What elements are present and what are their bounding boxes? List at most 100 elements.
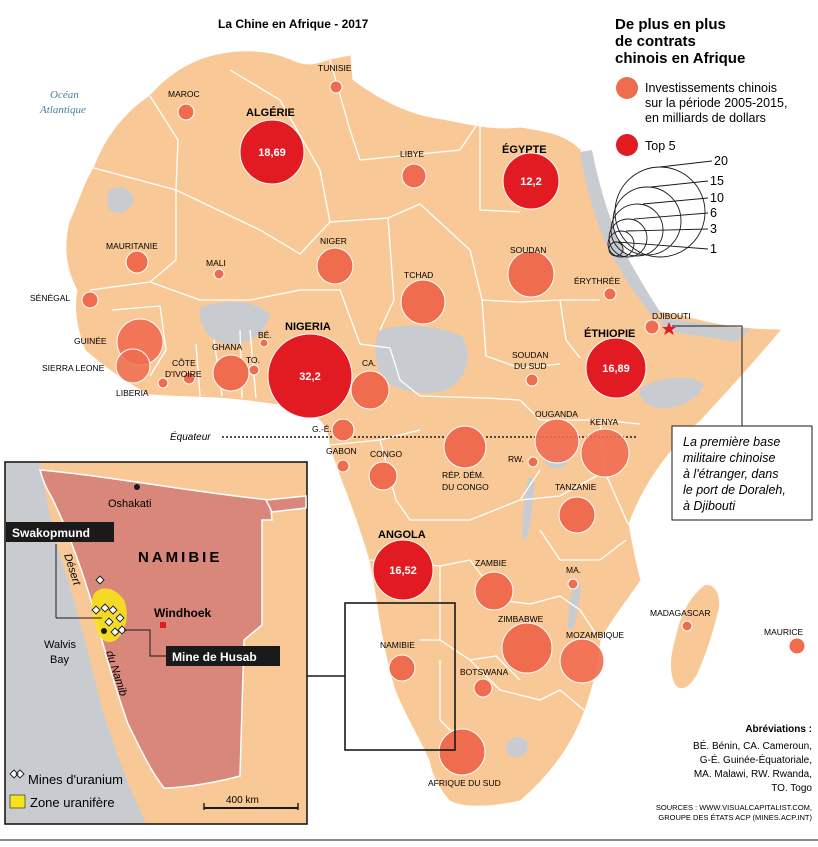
bubble-erythree [603,287,617,301]
ocean-label-line2: Atlantique [39,104,86,116]
annotation-box [671,425,813,521]
label-tunisie: TUNISIE [318,63,352,73]
bubble-sierra-leone [115,348,151,384]
label-erythree: ÉRYTHRÉE [574,276,620,286]
label-ethiopie: ÉTHIOPIE [584,327,635,340]
inset-caprivi [264,495,307,513]
mine-diamond-icon [108,605,118,615]
annotation-leader-line [672,325,743,426]
sources-line-2: GROUPE DES ÉTATS ACP (MINES.ACP.INT) [658,813,812,822]
investment-bubbles [81,80,806,776]
red-sea [580,150,660,316]
bubble-zambie [474,571,514,611]
value-angola: 16,52 [389,565,417,577]
label-divoire: D'IVOIRE [165,369,202,379]
legend-scale-3: 3 [710,222,717,236]
label-togo: TO. [246,355,260,365]
bubble-namibie [388,654,416,682]
uranium-zone [91,588,127,643]
label-rd-congo-1: RÉP. DÉM. [442,470,484,480]
oshakati-dot [134,484,140,490]
label-namibie: NAMIBIE [380,640,415,650]
label-soudan-du-sud-2: DU SUD [514,361,547,371]
bubble-mali [213,268,225,280]
label-cameroun: CA. [362,358,376,368]
walvis-bay-dot [101,628,107,634]
inset-ocean [6,463,146,823]
abbr-line-4: TO. Togo [771,783,812,794]
label-liberia: LIBERIA [116,388,149,398]
bubble-maroc [177,103,195,121]
annotation-line-1: La première base [683,435,780,449]
legend-heading-2: de contrats [615,33,696,50]
value-ethiopie: 16,89 [602,363,630,375]
mine-diamond-icon [95,575,105,585]
bubble-rd-congo [443,425,487,469]
bubble-niger [316,247,354,285]
mine-diamond-icon [91,605,101,615]
label-cote: CÔTE [172,358,196,368]
label-malawi: MA. [566,565,581,575]
husab-tag [166,646,280,666]
windhoek-label: Windhoek [154,606,212,620]
label-libye: LIBYE [400,149,424,159]
bubble-angola [372,539,434,601]
abbr-line-1: BÉ. Bénin, CA. Cameroun, [693,739,812,752]
lake-tanganyika [522,477,535,540]
label-afrique-du-sud: AFRIQUE DU SUD [428,778,501,788]
legend-mine-icon [9,769,25,779]
lake-chad-region [375,325,468,393]
legend-top5-label: Top 5 [645,139,676,153]
label-benin: BÉ. [258,330,272,340]
bubble-egypte [502,152,560,210]
map-title: La Chine en Afrique - 2017 [218,17,369,31]
country-borders [89,59,641,741]
bubble-kenya [580,428,630,478]
legend-top5-swatch [616,134,638,156]
military-base-star-icon [662,322,676,335]
label-zambie: ZAMBIE [475,558,507,568]
label-egypte: ÉGYPTE [502,143,547,156]
legend-scale-15: 15 [710,174,724,188]
label-senegal: SÉNÉGAL [30,293,70,303]
bubble-ouganda [534,418,580,464]
bubble-togo [248,364,260,376]
lesotho-water [505,737,528,758]
label-mauritanie: MAURITANIE [106,241,158,251]
scale-label: 400 km [226,795,259,806]
sources-line-1: SOURCES : WWW.VISUALCAPITALIST.COM, [656,803,812,812]
bubble-maurice [788,637,806,655]
legend-scale-6: 6 [710,206,717,220]
sahara-water-nw [107,187,134,213]
walvis-label-1: Walvis [44,639,76,651]
bubble-tunisie [329,80,343,94]
legend-mines-label: Mines d'uranium [28,772,123,787]
annotation-line-2: militaire chinoise [683,451,775,465]
label-rd-congo-2: DU CONGO [442,482,489,492]
bubble-benin [259,338,269,348]
legend-scale-1: 1 [710,242,717,256]
bubble-congo [368,461,398,491]
country-labels: TUNISIE MAROC ALGÉRIE LIBYE ÉGYPTE MAURI… [30,63,804,788]
label-guinee-equatoriale: G.-É. [312,424,332,434]
bubble-ethiopie [585,337,647,399]
label-mali: MALI [206,258,226,268]
bubble-nigeria [267,333,353,419]
annotation-line-5: à Djibouti [683,499,736,513]
label-congo: CONGO [370,449,403,459]
legend-size-scale [607,160,713,258]
inset-namibia [39,469,273,789]
madagascar-island [670,584,720,689]
mine-diamond-icon [104,617,114,627]
uranium-mines [91,575,127,637]
label-angola: ANGOLA [378,529,426,541]
value-algerie: 18,69 [258,147,286,159]
bubble-ghana [212,354,250,392]
legend-scale-10: 10 [710,191,724,205]
bubble-senegal [81,291,99,309]
label-kenya: KENYA [590,417,619,427]
bubble-libye [401,163,427,189]
namibia-inset: Oshakati NAMIBIE Windhoek Walvis Bay Dés… [4,461,308,825]
